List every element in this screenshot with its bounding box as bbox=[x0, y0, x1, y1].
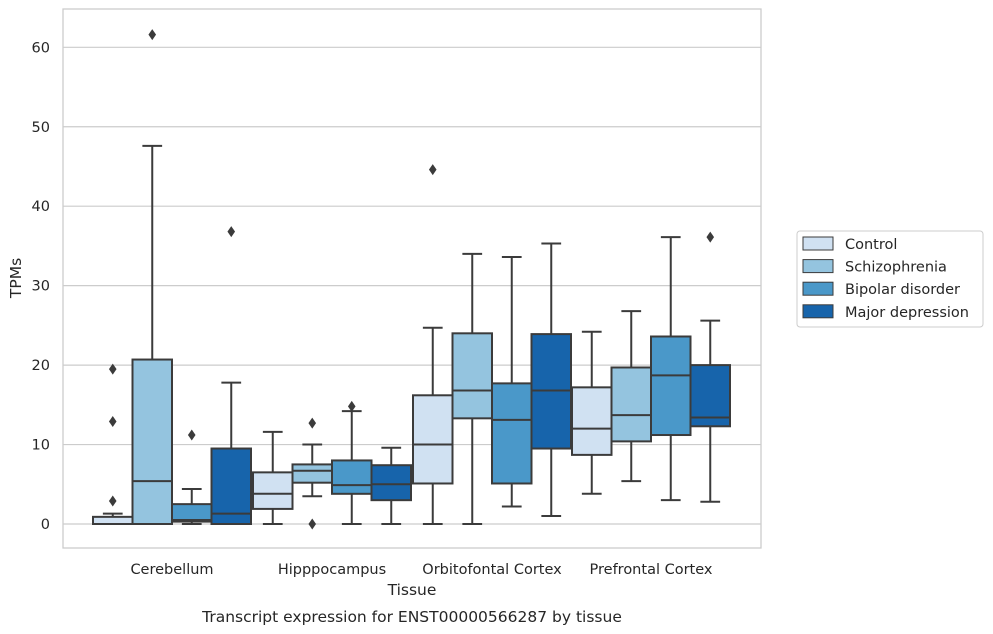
outlier-point bbox=[108, 495, 117, 507]
y-tick-label: 50 bbox=[32, 120, 50, 136]
box-iqr bbox=[650, 335, 692, 437]
y-axis-title: TPMs bbox=[7, 258, 25, 299]
box-plot bbox=[412, 164, 454, 525]
outlier-point bbox=[308, 417, 317, 429]
box-iqr bbox=[210, 447, 252, 525]
x-axis-ticks: Cerebellum Hipppocampus Orbitofontal Corte… bbox=[130, 562, 712, 578]
legend-label: Major depression bbox=[845, 305, 969, 321]
grid-lines bbox=[63, 46, 761, 525]
plot-frame bbox=[62, 8, 762, 549]
x-tick-label: Prefrontal Cortex bbox=[590, 562, 713, 578]
box-iqr bbox=[610, 366, 652, 443]
box-plot bbox=[131, 29, 173, 526]
box-plot bbox=[171, 429, 213, 525]
box-iqr bbox=[252, 471, 294, 510]
y-axis-ticks: 0 10 20 30 40 50 60 bbox=[32, 40, 50, 533]
y-tick-label: 30 bbox=[32, 279, 50, 295]
legend-frame bbox=[796, 230, 984, 328]
box-plot bbox=[370, 446, 412, 525]
box-plot bbox=[571, 330, 613, 495]
box-plot bbox=[491, 256, 533, 508]
box-plot bbox=[650, 236, 692, 502]
box-plot bbox=[530, 242, 572, 518]
outlier-point bbox=[108, 363, 117, 375]
y-tick-label: 60 bbox=[32, 40, 50, 56]
legend-item: Bipolar disorder bbox=[802, 281, 960, 298]
legend-label: Schizophrenia bbox=[845, 260, 947, 276]
legend-swatch bbox=[802, 236, 834, 251]
y-tick-label: 0 bbox=[41, 517, 50, 533]
outlier-point bbox=[706, 231, 715, 243]
box-iqr bbox=[92, 515, 134, 525]
outlier-point bbox=[108, 416, 117, 428]
box-iqr bbox=[451, 332, 493, 420]
box-plots bbox=[92, 29, 731, 530]
box-plot bbox=[252, 430, 294, 525]
box-plot bbox=[451, 252, 493, 525]
legend: Control Schizophrenia Bipolar disorder Majo… bbox=[796, 230, 984, 328]
legend-swatch bbox=[802, 281, 834, 296]
box-plot bbox=[210, 226, 252, 525]
box-plot bbox=[291, 417, 333, 530]
box-plot bbox=[689, 231, 731, 503]
outlier-point bbox=[187, 429, 196, 441]
legend-label: Bipolar disorder bbox=[845, 282, 960, 298]
outlier-point bbox=[148, 29, 157, 41]
x-tick-label: Hipppocampus bbox=[278, 562, 386, 578]
box-iqr bbox=[412, 394, 454, 485]
legend-label: Control bbox=[845, 237, 897, 253]
legend-swatch bbox=[802, 259, 834, 274]
outlier-point bbox=[227, 226, 236, 238]
box-iqr bbox=[131, 358, 173, 526]
legend-item: Control bbox=[802, 236, 897, 253]
box-plot bbox=[331, 400, 373, 525]
box-iqr bbox=[331, 459, 373, 495]
box-iqr bbox=[291, 463, 333, 484]
y-tick-label: 10 bbox=[32, 438, 50, 454]
outlier-point bbox=[347, 400, 356, 412]
outlier-point bbox=[428, 164, 437, 176]
box-iqr bbox=[571, 386, 613, 456]
y-tick-label: 20 bbox=[32, 358, 50, 374]
x-tick-label: Orbitofontal Cortex bbox=[422, 562, 562, 578]
box-iqr bbox=[370, 464, 412, 502]
legend-swatch bbox=[802, 304, 834, 319]
box-plot bbox=[92, 363, 134, 525]
legend-item: Major depression bbox=[802, 304, 969, 321]
box-plot bbox=[610, 310, 652, 483]
box-iqr bbox=[689, 364, 731, 428]
box-iqr bbox=[171, 503, 213, 523]
x-tick-label: Cerebellum bbox=[130, 562, 213, 578]
legend-item: Schizophrenia bbox=[802, 259, 947, 276]
y-tick-label: 40 bbox=[32, 199, 50, 215]
x-axis-title: Tissue bbox=[387, 581, 437, 599]
chart-caption: Transcript expression for ENST0000056628… bbox=[201, 608, 622, 626]
outlier-point bbox=[308, 518, 317, 530]
box-iqr bbox=[491, 382, 533, 485]
